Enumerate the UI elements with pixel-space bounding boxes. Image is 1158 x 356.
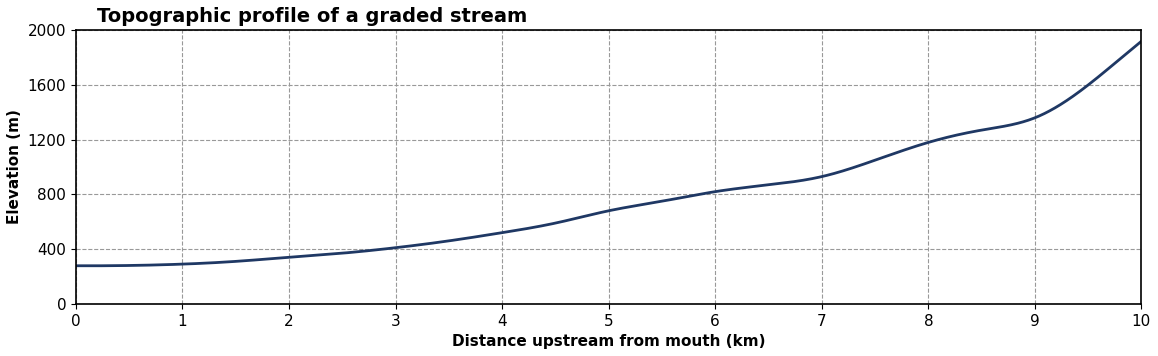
Text: Topographic profile of a graded stream: Topographic profile of a graded stream xyxy=(97,7,527,26)
Y-axis label: Elevation (m): Elevation (m) xyxy=(7,110,22,225)
X-axis label: Distance upstream from mouth (km): Distance upstream from mouth (km) xyxy=(452,334,765,349)
